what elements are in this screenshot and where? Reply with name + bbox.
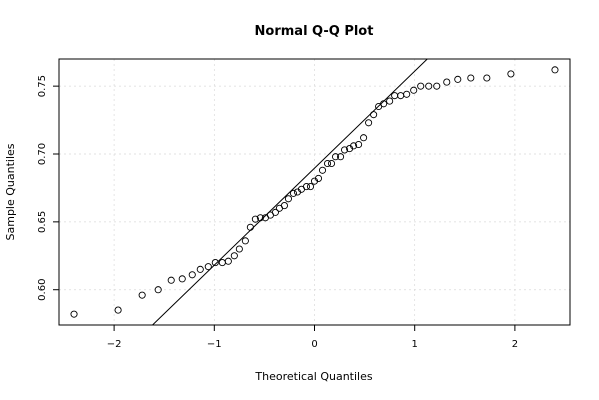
- data-point-51: [425, 82, 433, 90]
- data-point-1: [114, 306, 122, 314]
- data-point-58: [551, 66, 559, 74]
- data-point-40: [360, 134, 368, 142]
- y-axis-label: Sample Quantiles: [4, 143, 17, 240]
- x-tick-label-3: 1: [412, 339, 418, 350]
- data-point-7: [196, 265, 204, 273]
- data-point-35: [337, 153, 345, 161]
- data-point-52: [433, 82, 441, 90]
- data-point-2: [138, 291, 146, 299]
- data-point-24: [289, 189, 298, 197]
- data-point-44: [380, 100, 388, 108]
- x-axis: −2 −1 0 1 2: [107, 325, 518, 350]
- chart-title: Normal Q-Q Plot: [255, 24, 374, 39]
- data-point-39: [355, 140, 363, 149]
- data-point-30: [314, 174, 323, 182]
- data-point-34: [331, 153, 340, 161]
- data-point-11: [224, 257, 232, 265]
- x-axis-label: Theoretical Quantiles: [254, 370, 372, 383]
- data-point-55: [467, 74, 475, 82]
- data-point-17: [256, 214, 264, 222]
- data-point-10: [218, 259, 226, 267]
- data-point-6: [188, 271, 196, 279]
- grid-lines: [59, 59, 570, 325]
- y-tick-label-3: 0.75: [37, 75, 48, 97]
- data-point-23: [284, 195, 292, 203]
- data-point-0: [70, 310, 78, 318]
- x-tick-label-1: −1: [207, 339, 222, 350]
- data-point-32: [323, 159, 332, 168]
- data-point-36: [341, 146, 349, 154]
- data-point-45: [386, 97, 394, 105]
- data-point-8: [204, 263, 212, 271]
- data-point-42: [370, 111, 378, 119]
- data-point-9: [211, 259, 219, 267]
- reference-line: [152, 58, 428, 326]
- y-tick-label-0: 0.60: [37, 279, 48, 301]
- data-point-47: [397, 92, 405, 100]
- data-point-41: [365, 119, 373, 127]
- y-tick-label-1: 0.65: [37, 211, 48, 233]
- data-point-16: [251, 215, 259, 223]
- x-tick-label-2: 0: [311, 339, 317, 350]
- x-tick-label-0: −2: [107, 339, 122, 350]
- data-point-5: [178, 275, 186, 283]
- data-point-50: [417, 82, 425, 90]
- data-point-15: [246, 223, 254, 231]
- data-point-57: [507, 70, 515, 78]
- data-point-54: [454, 75, 462, 83]
- data-point-49: [410, 86, 418, 94]
- data-point-38: [350, 142, 358, 150]
- data-point-12: [230, 252, 238, 260]
- data-point-46: [391, 92, 399, 100]
- y-tick-label-2: 0.70: [37, 143, 48, 165]
- data-point-28: [306, 183, 315, 191]
- data-point-22: [280, 202, 288, 210]
- data-point-31: [318, 166, 327, 174]
- data-point-20: [271, 208, 279, 216]
- data-point-3: [154, 286, 162, 294]
- data-point-56: [483, 74, 491, 82]
- y-axis: 0.60 0.65 0.70 0.75: [37, 75, 59, 301]
- data-point-14: [241, 237, 249, 245]
- data-point-27: [302, 183, 311, 191]
- data-point-53: [443, 78, 451, 86]
- data-points: [70, 66, 559, 318]
- data-point-13: [235, 245, 243, 253]
- data-point-48: [403, 90, 411, 98]
- data-point-4: [167, 276, 175, 284]
- data-point-33: [327, 159, 336, 168]
- x-tick-label-4: 2: [512, 339, 518, 350]
